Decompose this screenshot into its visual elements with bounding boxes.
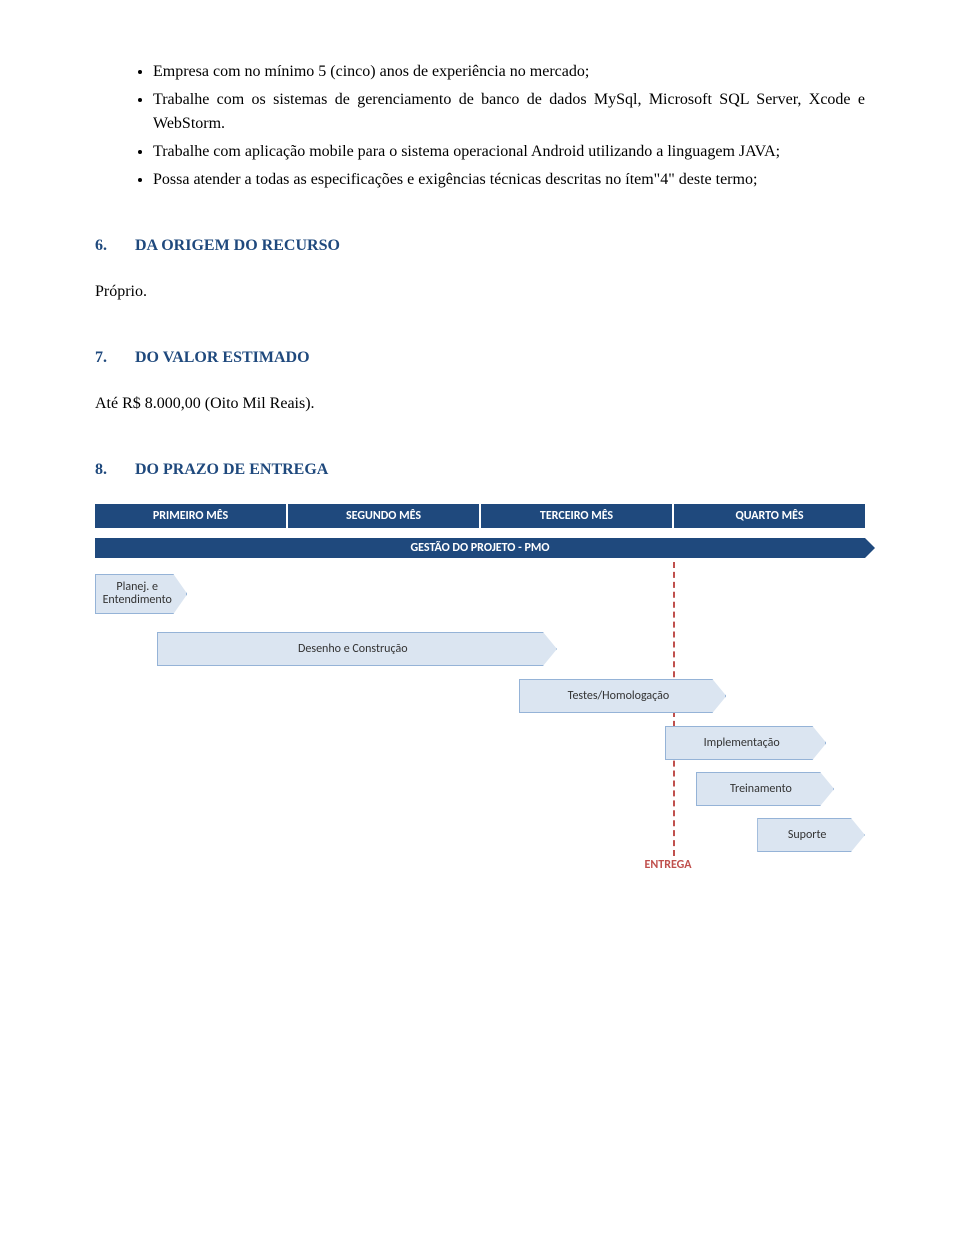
bullet-list: Empresa com no mínimo 5 (cinco) anos de … [95, 60, 865, 192]
bullet-item: Possa atender a todas as especificações … [153, 168, 865, 192]
section-7-title: DO VALOR ESTIMADO [135, 349, 310, 366]
timeline-month-cell: SEGUNDO MÊS [288, 504, 481, 530]
bullet-item: Empresa com no mínimo 5 (cinco) anos de … [153, 60, 865, 84]
section-6-body: Próprio. [95, 280, 865, 304]
section-6-heading: 6. DA ORIGEM DO RECURSO [95, 234, 865, 258]
timeline-diagram: PRIMEIRO MÊSSEGUNDO MÊSTERCEIRO MÊSQUART… [95, 504, 865, 874]
timeline-month-cell: QUARTO MÊS [674, 504, 865, 530]
timeline-task: Treinamento [696, 772, 835, 806]
section-7-heading: 7. DO VALOR ESTIMADO [95, 346, 865, 370]
timeline-month-cell: PRIMEIRO MÊS [95, 504, 288, 530]
timeline-pmo-bar: GESTÃO DO PROJETO - PMO [95, 538, 865, 558]
section-7-body: Até R$ 8.000,00 (Oito Mil Reais). [95, 392, 865, 416]
timeline-task: Planej. eEntendimento [95, 574, 187, 614]
timeline-task: Desenho e Construção [157, 632, 557, 666]
section-6-number: 6. [95, 234, 131, 258]
timeline-month-cell: TERCEIRO MÊS [481, 504, 674, 530]
timeline-task: Implementação [665, 726, 827, 760]
timeline-entrega-label: ENTREGA [645, 856, 692, 874]
bullet-item: Trabalhe com os sistemas de gerenciament… [153, 88, 865, 136]
timeline-task: Testes/Homologação [519, 679, 727, 713]
timeline-pmo-arrow-icon [865, 538, 875, 558]
bullet-item: Trabalhe com aplicação mobile para o sis… [153, 140, 865, 164]
section-7-number: 7. [95, 346, 131, 370]
section-8-heading: 8. DO PRAZO DE ENTREGA [95, 458, 865, 482]
section-6-title: DA ORIGEM DO RECURSO [135, 237, 340, 254]
timeline-month-row: PRIMEIRO MÊSSEGUNDO MÊSTERCEIRO MÊSQUART… [95, 504, 865, 530]
timeline-task: Suporte [757, 818, 865, 852]
section-8-number: 8. [95, 458, 131, 482]
section-8-title: DO PRAZO DE ENTREGA [135, 461, 328, 478]
